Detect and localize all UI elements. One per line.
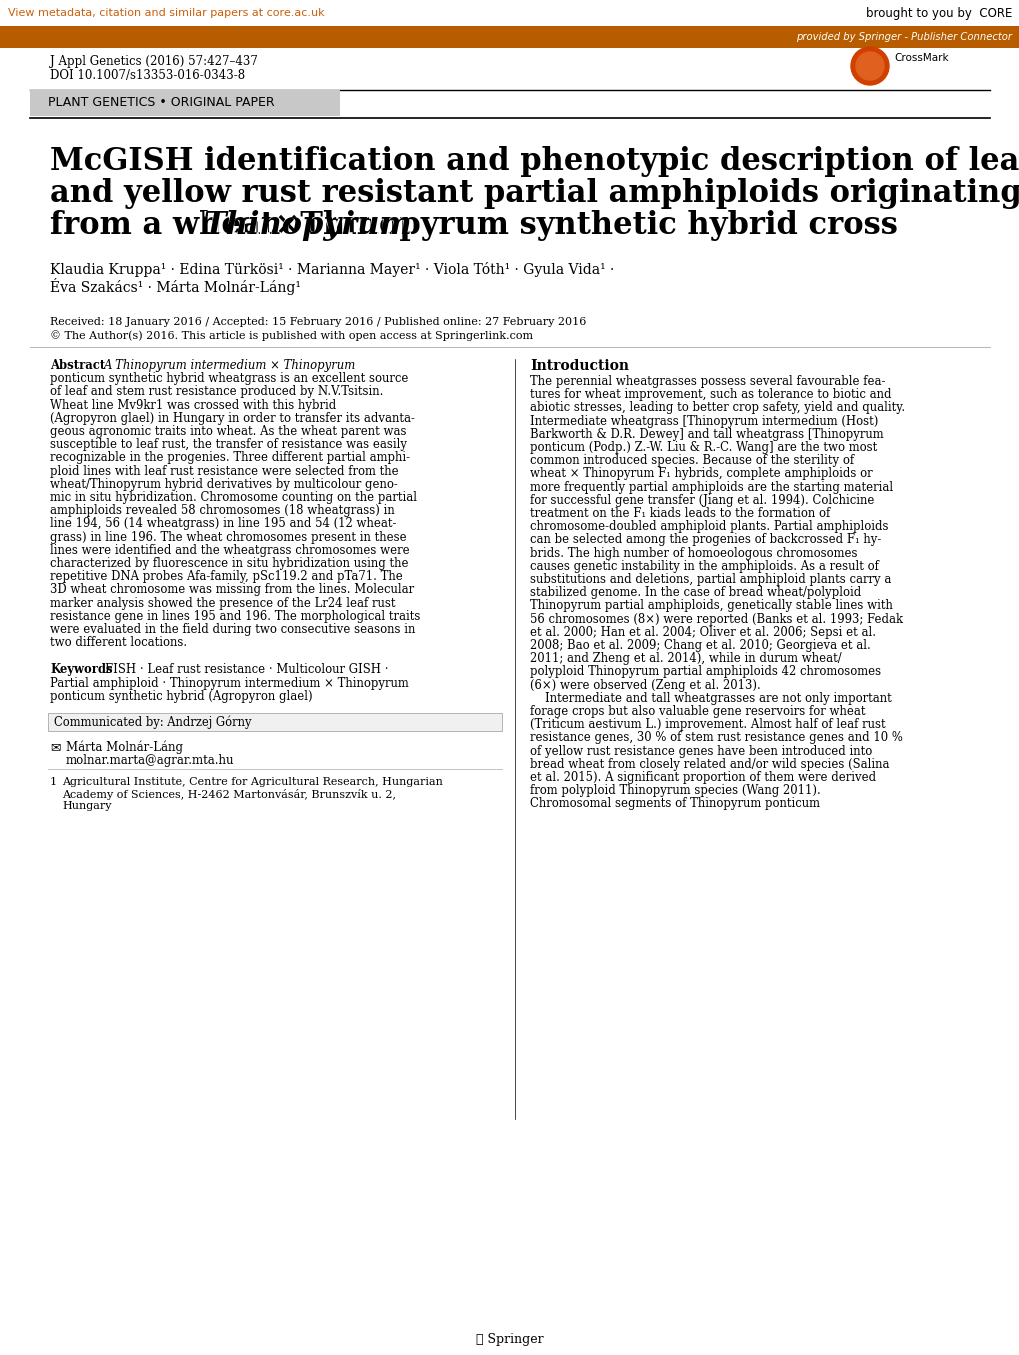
Text: can be selected among the progenies of backcrossed F₁ hy-: can be selected among the progenies of b… [530, 534, 880, 546]
Text: molnar.marta@agrar.mta.hu: molnar.marta@agrar.mta.hu [66, 753, 234, 767]
Circle shape [855, 51, 883, 80]
Text: Communicated by: Andrzej Górny: Communicated by: Andrzej Górny [54, 715, 252, 729]
Text: resistance genes, 30 % of stem rust resistance genes and 10 %: resistance genes, 30 % of stem rust resi… [530, 732, 902, 744]
Text: ponticum synthetic hybrid wheatgrass is an excellent source: ponticum synthetic hybrid wheatgrass is … [50, 373, 408, 385]
Text: forage crops but also valuable gene reservoirs for wheat: forage crops but also valuable gene rese… [530, 705, 865, 718]
Text: from a wheat×Thinopyrum synthetic hybrid cross: from a wheat×Thinopyrum synthetic hybrid… [50, 210, 897, 241]
Text: McGISH identification and phenotypic description of leaf rust: McGISH identification and phenotypic des… [50, 146, 1019, 178]
Text: repetitive DNA probes Afa-family, pSc119.2 and pTa71. The: repetitive DNA probes Afa-family, pSc119… [50, 570, 403, 583]
Text: abiotic stresses, leading to better crop safety, yield and quality.: abiotic stresses, leading to better crop… [530, 401, 904, 415]
Text: polyploid Thinopyrum partial amphiploids 42 chromosomes: polyploid Thinopyrum partial amphiploids… [530, 665, 880, 679]
Text: stabilized genome. In the case of bread wheat/polyploid: stabilized genome. In the case of bread … [530, 587, 860, 599]
Text: Thinopyrum: Thinopyrum [204, 210, 413, 241]
Text: J Appl Genetics (2016) 57:427–437: J Appl Genetics (2016) 57:427–437 [50, 56, 258, 69]
Text: Intermediate wheatgrass [Thinopyrum intermedium (Host): Intermediate wheatgrass [Thinopyrum inte… [530, 415, 877, 428]
Text: Agricultural Institute, Centre for Agricultural Research, Hungarian: Agricultural Institute, Centre for Agric… [62, 776, 442, 787]
Text: treatment on the F₁ kiads leads to the formation of: treatment on the F₁ kiads leads to the f… [530, 507, 829, 520]
Text: ✉: ✉ [50, 741, 60, 753]
Text: ploid lines with leaf rust resistance were selected from the: ploid lines with leaf rust resistance we… [50, 465, 398, 477]
Text: (Triticum aestivum L.) improvement. Almost half of leaf rust: (Triticum aestivum L.) improvement. Almo… [530, 718, 884, 732]
Text: Thinopyrum: Thinopyrum [204, 210, 413, 241]
Text: FISH · Leaf rust resistance · Multicolour GISH ·: FISH · Leaf rust resistance · Multicolou… [105, 664, 388, 676]
Text: brids. The high number of homoeologous chromosomes: brids. The high number of homoeologous c… [530, 546, 857, 560]
Text: characterized by fluorescence in situ hybridization using the: characterized by fluorescence in situ hy… [50, 557, 408, 570]
Text: Introduction: Introduction [530, 359, 629, 373]
Text: 1: 1 [50, 776, 57, 787]
Text: mic in situ hybridization. Chromosome counting on the partial: mic in situ hybridization. Chromosome co… [50, 491, 417, 504]
Text: 2011; and Zheng et al. 2014), while in durum wheat/: 2011; and Zheng et al. 2014), while in d… [530, 652, 841, 665]
Text: geous agronomic traits into wheat. As the wheat parent was: geous agronomic traits into wheat. As th… [50, 425, 407, 438]
Text: DOI 10.1007/s13353-016-0343-8: DOI 10.1007/s13353-016-0343-8 [50, 69, 245, 83]
Text: amphiploids revealed 58 chromosomes (18 wheatgrass) in: amphiploids revealed 58 chromosomes (18 … [50, 504, 394, 518]
Text: tures for wheat improvement, such as tolerance to biotic and: tures for wheat improvement, such as tol… [530, 388, 891, 401]
Text: susceptible to leaf rust, the transfer of resistance was easily: susceptible to leaf rust, the transfer o… [50, 438, 407, 451]
Text: substitutions and deletions, partial amphiploid plants carry a: substitutions and deletions, partial amp… [530, 573, 891, 585]
Text: more frequently partial amphiploids are the starting material: more frequently partial amphiploids are … [530, 481, 893, 493]
Text: bread wheat from closely related and/or wild species (Salina: bread wheat from closely related and/or … [530, 757, 889, 771]
Text: grass) in line 196. The wheat chromosomes present in these: grass) in line 196. The wheat chromosome… [50, 531, 407, 543]
Text: resistance gene in lines 195 and 196. The morphological traits: resistance gene in lines 195 and 196. Th… [50, 610, 420, 623]
Text: Keywords: Keywords [50, 664, 112, 676]
Text: et al. 2000; Han et al. 2004; Oliver et al. 2006; Sepsi et al.: et al. 2000; Han et al. 2004; Oliver et … [530, 626, 875, 638]
Text: were evaluated in the field during two consecutive seasons in: were evaluated in the field during two c… [50, 623, 415, 635]
Text: ④ Springer: ④ Springer [476, 1333, 543, 1347]
Text: Intermediate and tall wheatgrasses are not only important: Intermediate and tall wheatgrasses are n… [530, 692, 891, 705]
Text: Thinopyrum partial amphiploids, genetically stable lines with: Thinopyrum partial amphiploids, genetica… [530, 599, 892, 612]
Text: brought to you by  CORE: brought to you by CORE [865, 7, 1011, 19]
Text: A Thinopyrum intermedium × Thinopyrum: A Thinopyrum intermedium × Thinopyrum [104, 359, 356, 373]
Text: of yellow rust resistance genes have been introduced into: of yellow rust resistance genes have bee… [530, 745, 871, 757]
Text: from polyploid Thinopyrum species (Wang 2011).: from polyploid Thinopyrum species (Wang … [530, 785, 820, 797]
Text: wheat/Thinopyrum hybrid derivatives by multicolour geno-: wheat/Thinopyrum hybrid derivatives by m… [50, 478, 397, 491]
Text: recognizable in the progenies. Three different partial amphi-: recognizable in the progenies. Three dif… [50, 451, 410, 465]
Text: (Agropyron glael) in Hungary in order to transfer its advanta-: (Agropyron glael) in Hungary in order to… [50, 412, 415, 425]
Text: of leaf and stem rust resistance produced by N.V.Tsitsin.: of leaf and stem rust resistance produce… [50, 385, 383, 398]
Text: Chromosomal segments of Thinopyrum ponticum: Chromosomal segments of Thinopyrum ponti… [530, 797, 819, 810]
Text: Klaudia Kruppa¹ · Edina Türkösi¹ · Marianna Mayer¹ · Viola Tóth¹ · Gyula Vida¹ ·: Klaudia Kruppa¹ · Edina Türkösi¹ · Maria… [50, 262, 613, 276]
Text: 2008; Bao et al. 2009; Chang et al. 2010; Georgieva et al.: 2008; Bao et al. 2009; Chang et al. 2010… [530, 640, 870, 652]
Bar [0, 26, 1019, 47]
Text: wheat × Thinopyrum F₁ hybrids, complete amphiploids or: wheat × Thinopyrum F₁ hybrids, complete … [530, 467, 872, 481]
Bar [30, 89, 339, 117]
Text: (6×) were observed (Zeng et al. 2013).: (6×) were observed (Zeng et al. 2013). [530, 679, 760, 691]
Text: lines were identified and the wheatgrass chromosomes were: lines were identified and the wheatgrass… [50, 543, 410, 557]
Text: Received: 18 January 2016 / Accepted: 15 February 2016 / Published online: 27 Fe: Received: 18 January 2016 / Accepted: 15… [50, 317, 586, 327]
Text: line 194, 56 (14 wheatgrass) in line 195 and 54 (12 wheat-: line 194, 56 (14 wheatgrass) in line 195… [50, 518, 396, 530]
Text: PLANT GENETICS • ORIGINAL PAPER: PLANT GENETICS • ORIGINAL PAPER [40, 96, 274, 110]
Text: provided by Springer - Publisher Connector: provided by Springer - Publisher Connect… [795, 33, 1011, 42]
Text: causes genetic instability in the amphiploids. As a result of: causes genetic instability in the amphip… [530, 560, 878, 573]
Text: Éva Szakács¹ · Márta Molnár-Láng¹: Éva Szakács¹ · Márta Molnár-Láng¹ [50, 278, 301, 295]
Text: 56 chromosomes (8×) were reported (Banks et al. 1993; Fedak: 56 chromosomes (8×) were reported (Banks… [530, 612, 902, 626]
Text: et al. 2015). A significant proportion of them were derived: et al. 2015). A significant proportion o… [530, 771, 875, 785]
Text: chromosome-doubled amphiploid plants. Partial amphiploids: chromosome-doubled amphiploid plants. Pa… [530, 520, 888, 534]
Text: View metadata, citation and similar papers at core.ac.uk: View metadata, citation and similar pape… [8, 8, 324, 18]
Text: Abstract: Abstract [50, 359, 105, 373]
Text: Barkworth & D.R. Dewey] and tall wheatgrass [Thinopyrum: Barkworth & D.R. Dewey] and tall wheatgr… [530, 428, 882, 440]
Text: 3D wheat chromosome was missing from the lines. Molecular: 3D wheat chromosome was missing from the… [50, 584, 414, 596]
Text: ponticum synthetic hybrid (Agropyron glael): ponticum synthetic hybrid (Agropyron gla… [50, 690, 312, 703]
Text: Partial amphiploid · Thinopyrum intermedium × Thinopyrum: Partial amphiploid · Thinopyrum intermed… [50, 676, 409, 690]
Text: Márta Molnár-Láng: Márta Molnár-Láng [66, 741, 182, 755]
Bar [48, 713, 501, 730]
Text: two different locations.: two different locations. [50, 637, 186, 649]
Text: Wheat line Mv9kr1 was crossed with this hybrid: Wheat line Mv9kr1 was crossed with this … [50, 398, 336, 412]
Text: for successful gene transfer (Jiang et al. 1994). Colchicine: for successful gene transfer (Jiang et a… [530, 493, 873, 507]
Text: and yellow rust resistant partial amphiploids originating: and yellow rust resistant partial amphip… [50, 178, 1019, 209]
Text: © The Author(s) 2016. This article is published with open access at Springerlink: © The Author(s) 2016. This article is pu… [50, 331, 533, 340]
Text: CrossMark: CrossMark [893, 53, 948, 62]
Text: Academy of Sciences, H-2462 Martonvásár, Brunszvík u. 2,: Academy of Sciences, H-2462 Martonvásár,… [62, 789, 395, 799]
Text: The perennial wheatgrasses possess several favourable fea-: The perennial wheatgrasses possess sever… [530, 375, 884, 388]
Circle shape [850, 47, 889, 85]
Text: ponticum (Podp.) Z.-W. Liu & R.-C. Wang] are the two most: ponticum (Podp.) Z.-W. Liu & R.-C. Wang]… [530, 440, 876, 454]
Text: Hungary: Hungary [62, 801, 111, 812]
Text: marker analysis showed the presence of the Lr24 leaf rust: marker analysis showed the presence of t… [50, 596, 395, 610]
Text: common introduced species. Because of the sterility of: common introduced species. Because of th… [530, 454, 853, 467]
